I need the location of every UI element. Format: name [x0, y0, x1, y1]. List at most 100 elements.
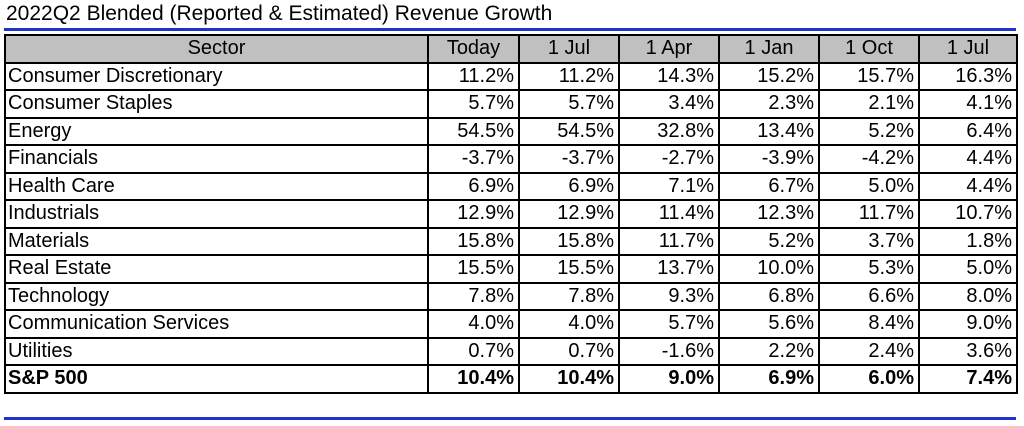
value-cell: 0.7% [427, 336, 520, 366]
value-cell: 15.7% [818, 61, 920, 91]
value-cell: 5.7% [427, 89, 520, 119]
value-cell: 3.7% [818, 226, 920, 256]
table-row: Industrials 12.9% 12.9% 11.4% 12.3% 11.7% 10.7… [4, 199, 1018, 229]
value-cell: 10.0% [718, 254, 820, 284]
value-cell: 10.4% [518, 364, 620, 394]
value-cell: 6.9% [718, 364, 820, 394]
bottom-rule [4, 417, 1016, 420]
value-cell: 2.2% [718, 336, 820, 366]
sector-cell: Financials [4, 144, 429, 174]
value-cell: 6.0% [818, 364, 920, 394]
value-cell: 15.2% [718, 61, 820, 91]
sector-cell: S&P 500 [4, 364, 429, 394]
column-header: 1 Apr [618, 34, 720, 64]
table-title: 2022Q2 Blended (Reported & Estimated) Re… [6, 2, 553, 25]
value-cell: 14.3% [618, 61, 720, 91]
value-cell: 10.4% [427, 364, 520, 394]
value-cell: 5.0% [818, 171, 920, 201]
value-cell: 12.9% [518, 199, 620, 229]
value-cell: -2.7% [618, 144, 720, 174]
value-cell: 12.3% [718, 199, 820, 229]
value-cell: 16.3% [918, 61, 1018, 91]
table-row: Utilities 0.7% 0.7% -1.6% 2.2% 2.4% 3.6% [4, 336, 1018, 366]
value-cell: 7.8% [427, 281, 520, 311]
column-header: 1 Jul [518, 34, 620, 64]
table-row: Materials 15.8% 15.8% 11.7% 5.2% 3.7% 1.8% [4, 226, 1018, 256]
value-cell: -1.6% [618, 336, 720, 366]
table-row: Health Care 6.9% 6.9% 7.1% 6.7% 5.0% 4.4% [4, 171, 1018, 201]
table-row: Communication Services 4.0% 4.0% 5.7% 5.6% 8.… [4, 309, 1018, 339]
table-row: Technology 7.8% 7.8% 9.3% 6.8% 6.6% 8.0% [4, 281, 1018, 311]
value-cell: 6.9% [518, 171, 620, 201]
value-cell: 7.1% [618, 171, 720, 201]
value-cell: 54.5% [518, 116, 620, 146]
value-cell: 5.0% [918, 254, 1018, 284]
value-cell: 6.4% [918, 116, 1018, 146]
value-cell: 3.6% [918, 336, 1018, 366]
value-cell: 3.4% [618, 89, 720, 119]
total-row: S&P 500 10.4% 10.4% 9.0% 6.9% 6.0% 7.4% [4, 364, 1018, 394]
value-cell: 11.4% [618, 199, 720, 229]
sector-cell: Consumer Discretionary [4, 61, 429, 91]
table-row: Consumer Staples 5.7% 5.7% 3.4% 2.3% 2.1% 4.1% [4, 89, 1018, 119]
value-cell: -3.7% [518, 144, 620, 174]
value-cell: -3.7% [427, 144, 520, 174]
value-cell: 8.4% [818, 309, 920, 339]
value-cell: 6.6% [818, 281, 920, 311]
value-cell: 5.6% [718, 309, 820, 339]
value-cell: 6.8% [718, 281, 820, 311]
value-cell: 11.2% [518, 61, 620, 91]
value-cell: 15.8% [518, 226, 620, 256]
column-header: 1 Jul [918, 34, 1018, 64]
header-row: Sector Today 1 Jul 1 Apr 1 Jan 1 Oct 1 J… [4, 34, 1018, 64]
sector-cell: Consumer Staples [4, 89, 429, 119]
value-cell: 10.7% [918, 199, 1018, 229]
title-rule [4, 28, 1016, 31]
value-cell: 9.3% [618, 281, 720, 311]
sector-cell: Real Estate [4, 254, 429, 284]
column-header: Today [427, 34, 520, 64]
column-header: 1 Jan [718, 34, 820, 64]
value-cell: 2.3% [718, 89, 820, 119]
value-cell: -3.9% [718, 144, 820, 174]
value-cell: 0.7% [518, 336, 620, 366]
value-cell: 54.5% [427, 116, 520, 146]
sector-cell: Industrials [4, 199, 429, 229]
value-cell: 5.7% [618, 309, 720, 339]
value-cell: 11.7% [818, 199, 920, 229]
value-cell: 13.7% [618, 254, 720, 284]
value-cell: 5.7% [518, 89, 620, 119]
value-cell: 2.1% [818, 89, 920, 119]
sector-cell: Utilities [4, 336, 429, 366]
value-cell: 32.8% [618, 116, 720, 146]
value-cell: 5.3% [818, 254, 920, 284]
value-cell: 15.5% [518, 254, 620, 284]
value-cell: 4.4% [918, 144, 1018, 174]
value-cell: 5.2% [818, 116, 920, 146]
value-cell: 5.2% [718, 226, 820, 256]
value-cell: 1.8% [918, 226, 1018, 256]
value-cell: 2.4% [818, 336, 920, 366]
table-row: Real Estate 15.5% 15.5% 13.7% 10.0% 5.3% 5.0% [4, 254, 1018, 284]
table-row: Energy 54.5% 54.5% 32.8% 13.4% 5.2% 6.4% [4, 116, 1018, 146]
column-header: Sector [4, 34, 429, 64]
value-cell: 9.0% [618, 364, 720, 394]
value-cell: 15.8% [427, 226, 520, 256]
value-cell: 15.5% [427, 254, 520, 284]
value-cell: 8.0% [918, 281, 1018, 311]
column-header: 1 Oct [818, 34, 920, 64]
value-cell: 9.0% [918, 309, 1018, 339]
table-row: Consumer Discretionary 11.2% 11.2% 14.3% 15.… [4, 61, 1018, 91]
sector-cell: Materials [4, 226, 429, 256]
sector-cell: Energy [4, 116, 429, 146]
sector-cell: Health Care [4, 171, 429, 201]
table-body: Consumer Discretionary 11.2% 11.2% 14.3% 15.… [4, 61, 1018, 394]
table-row: Financials -3.7% -3.7% -2.7% -3.9% -4.2% 4.4% [4, 144, 1018, 174]
value-cell: -4.2% [818, 144, 920, 174]
value-cell: 4.1% [918, 89, 1018, 119]
value-cell: 12.9% [427, 199, 520, 229]
value-cell: 7.4% [918, 364, 1018, 394]
value-cell: 7.8% [518, 281, 620, 311]
value-cell: 6.9% [427, 171, 520, 201]
value-cell: 6.7% [718, 171, 820, 201]
